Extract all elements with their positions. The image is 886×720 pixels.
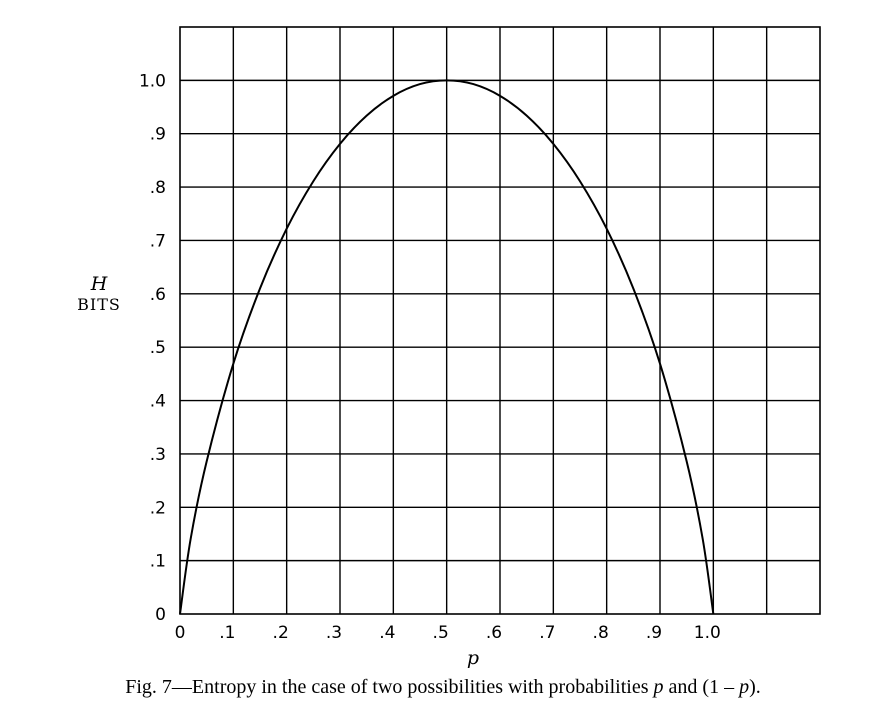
- y-tick-label: 0: [155, 605, 166, 625]
- y-axis-label: H: [90, 273, 108, 295]
- caption-mid: and: [663, 676, 703, 698]
- x-tick-label: .3: [326, 623, 342, 643]
- caption-expr-open: (1 –: [702, 676, 740, 698]
- y-axis-unit: BITS: [77, 295, 121, 314]
- caption-prefix: Fig. 7—Entropy in the case of two possib…: [125, 676, 654, 698]
- y-tick-label: .1: [150, 552, 166, 572]
- x-tick-label: .1: [219, 623, 235, 643]
- y-tick-label: .3: [150, 445, 166, 465]
- x-axis-label: p: [467, 647, 479, 669]
- y-tick-label: .9: [150, 125, 166, 145]
- figure-caption: Fig. 7—Entropy in the case of two possib…: [0, 676, 886, 699]
- x-tick-label: .6: [486, 623, 502, 643]
- x-tick-labels: 0 .1 .2 .3 .4 .5 .6 .7 .8 .9 1.0: [175, 623, 721, 643]
- y-tick-label: .8: [150, 178, 166, 198]
- x-tick-label: .8: [593, 623, 609, 643]
- x-tick-label: .7: [539, 623, 555, 643]
- y-tick-label: 1.0: [139, 71, 166, 91]
- caption-expr-close: ).: [749, 676, 761, 698]
- y-tick-label: .6: [150, 285, 166, 305]
- y-tick-label: .7: [150, 231, 166, 251]
- x-tick-label: 0: [175, 623, 186, 643]
- y-tick-label: .4: [150, 392, 166, 412]
- x-tick-label: .5: [433, 623, 449, 643]
- caption-expr-p: p: [739, 676, 750, 698]
- x-tick-label: .2: [273, 623, 289, 643]
- plot-frame: [179, 26, 821, 615]
- x-tick-label: .9: [646, 623, 662, 643]
- x-tick-label: .4: [379, 623, 395, 643]
- caption-var-p: p: [653, 676, 664, 698]
- y-tick-labels: 0 .1 .2 .3 .4 .5 .6 .7 .8 .9 1.0: [139, 71, 166, 625]
- entropy-chart: 0 .1 .2 .3 .4 .5 .6 .7 .8 .9 1.0 0 .1 .2 .3 .4 .5 .6 .7 .8…: [77, 26, 821, 669]
- y-tick-label: .2: [150, 498, 166, 518]
- x-tick-label: 1.0: [694, 623, 721, 643]
- entropy-curve: [179, 79, 715, 615]
- y-tick-label: .5: [150, 338, 166, 358]
- grid: [180, 27, 820, 614]
